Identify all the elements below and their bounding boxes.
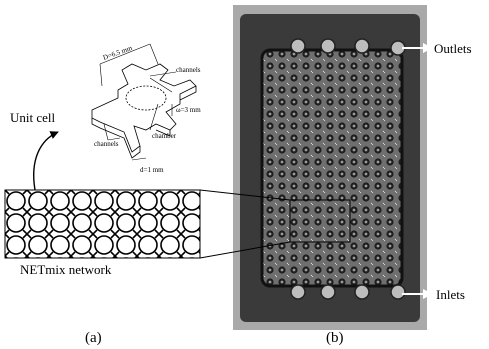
annotation: channels: [176, 66, 201, 74]
photo-network: [262, 50, 402, 286]
figure: D=6.5 mm channels ω=3 mm chamber channel…: [0, 0, 489, 349]
dimension-label: D=6.5 mm: [102, 44, 134, 62]
caption: (b): [326, 330, 344, 346]
arrow: [34, 132, 58, 190]
annotation: chamber: [152, 132, 177, 140]
caption: (a): [85, 330, 102, 346]
dimension-label: ω=3 mm: [176, 106, 201, 114]
annotation: channels: [94, 140, 119, 148]
dimension-label: d=1 mm: [140, 166, 164, 174]
inlets-label: Inlets: [436, 287, 465, 302]
network-drawing: [5, 190, 200, 258]
unit-cell-label: Unit cell: [10, 110, 56, 125]
network-label: NETmix network: [20, 262, 112, 277]
outlets-label: Outlets: [434, 41, 472, 56]
